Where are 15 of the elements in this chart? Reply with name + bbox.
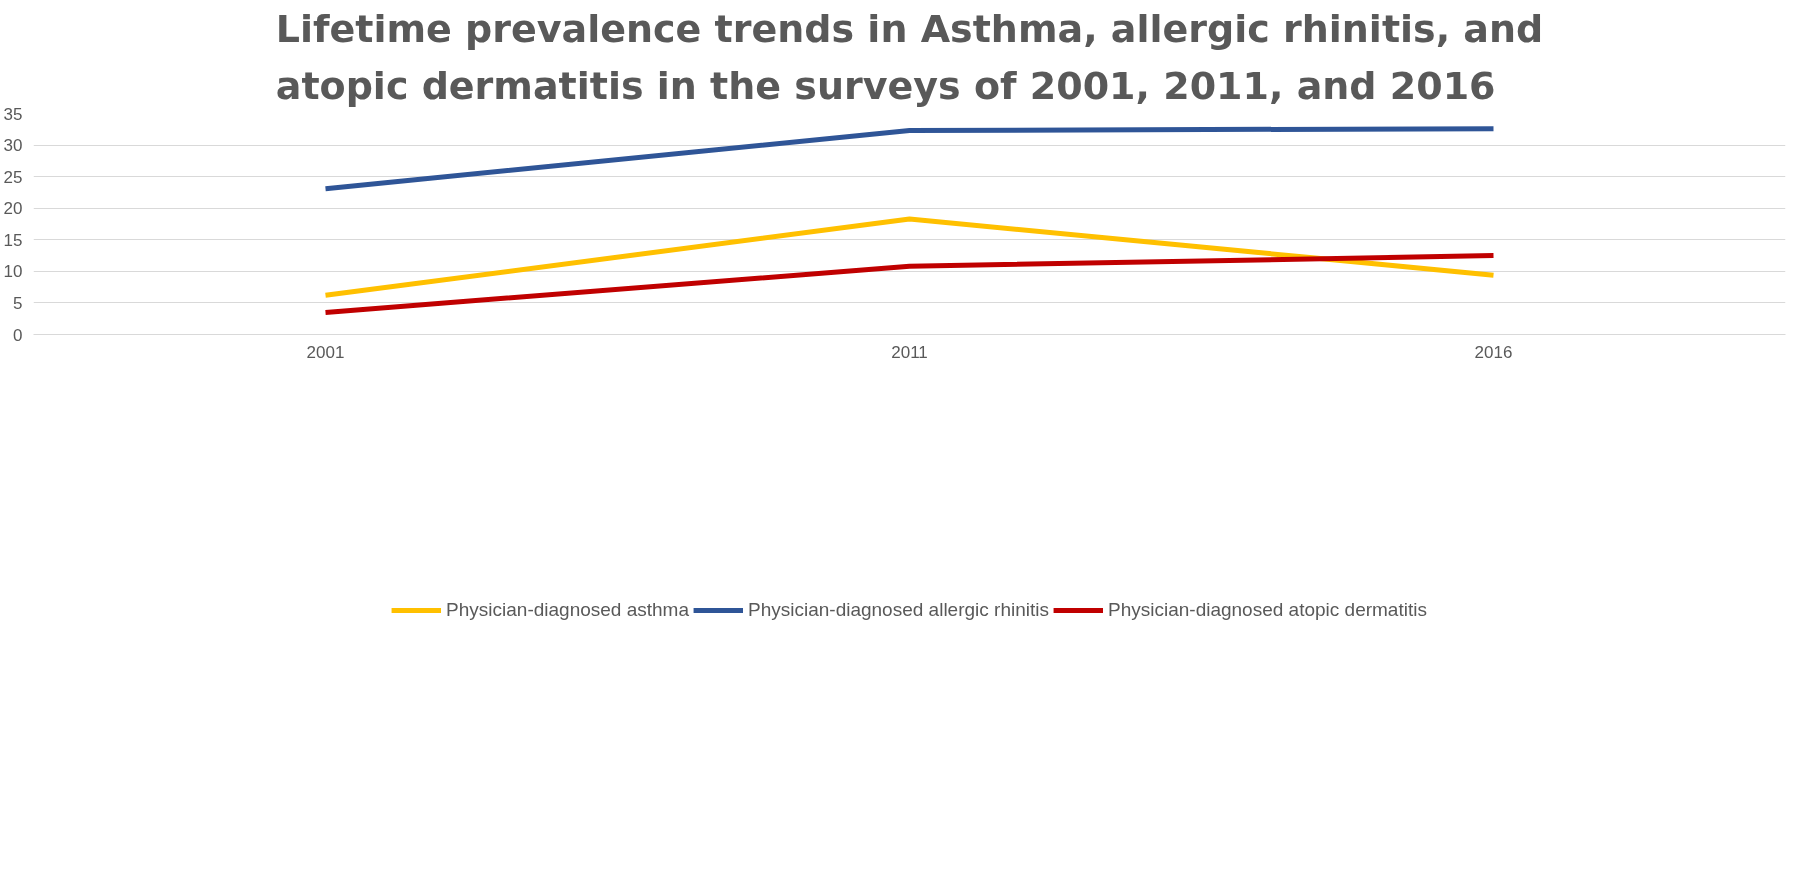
y-tick-label: 5 — [13, 293, 23, 313]
y-tick-label: 0 — [13, 325, 23, 345]
x-tick-label: 2011 — [891, 342, 928, 362]
y-tick-label: 20 — [3, 199, 23, 219]
legend-label: Physician-diagnosed allergic rhinitis — [747, 599, 1049, 621]
legend-label: Physician-diagnosed atopic dermatitis — [1107, 599, 1427, 621]
x-tick-label: 2001 — [306, 342, 345, 362]
y-tick-label: 25 — [3, 167, 23, 187]
y-tick-label: 10 — [3, 262, 23, 282]
chart-title: Lifetime prevalence trends in Asthma, allergic rhinitis, and atopic dermatitis in the surveys of 2001, 2011, and 2016 — [275, 7, 1544, 109]
y-tick-label: 15 — [3, 230, 23, 250]
y-tick-label: 35 — [3, 104, 23, 124]
x-tick-label: 2016 — [1474, 342, 1513, 362]
y-tick-label: 30 — [3, 136, 23, 156]
legend-label: Physician-diagnosed asthma — [446, 599, 689, 621]
